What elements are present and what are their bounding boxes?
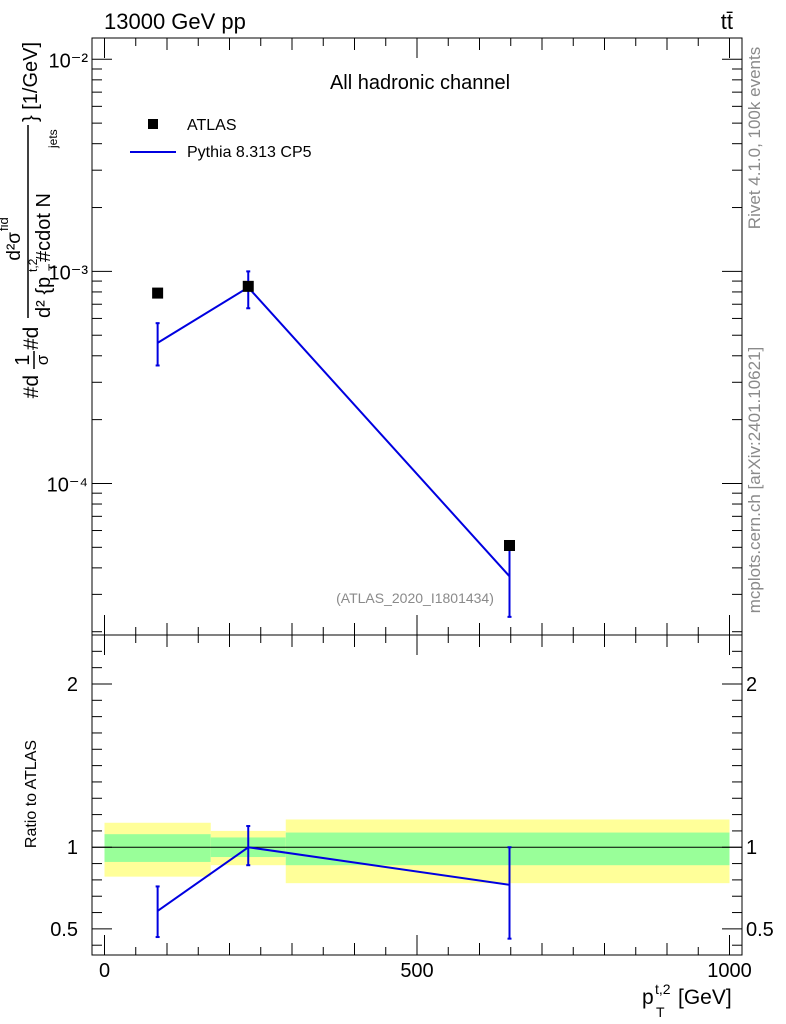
ratio-band-inner	[285, 832, 730, 866]
x-axis-label-p: p	[642, 986, 654, 1009]
process-label: tt̄	[721, 9, 733, 34]
ratio-panel: 0.5 0.5 1 1 2 2 0 500 1000	[50, 634, 774, 982]
x-axis-label-sup: t,2	[655, 981, 671, 997]
ratio-marks	[155, 825, 512, 940]
ylabel-inner-num-sup: fid	[0, 217, 11, 231]
atlas-data-point	[152, 287, 164, 299]
ratio-y-tick-label-left: 0.5	[50, 919, 78, 941]
legend-atlas-marker	[148, 119, 158, 129]
ratio-ticks	[92, 635, 742, 955]
rivet-version-label: Rivet 4.1.0, 100k events	[745, 47, 764, 229]
x-tick-label: 500	[400, 960, 433, 982]
analysis-tag: (ATLAS_2020_I1801434)	[336, 590, 494, 606]
ylabel-inner-den-rest: #cdot N	[33, 193, 55, 262]
ratio-bands	[92, 819, 742, 884]
x-axis-label: p T t,2 [GeV]	[642, 981, 732, 1020]
ratio-y-tick-label-right: 1	[746, 837, 757, 859]
main-y-tick-label: 10⁻²	[49, 50, 89, 72]
x-tick-label: 1000	[707, 960, 752, 982]
ylabel-inner-num: d²σ	[4, 232, 25, 261]
ylabel-hash-d: #d	[20, 327, 43, 350]
ratio-y-tick-label-right: 2	[746, 674, 757, 696]
atlas-data-point	[504, 539, 515, 551]
legend-atlas-label: ATLAS	[187, 117, 237, 134]
energy-label: 13000 GeV pp	[104, 9, 246, 34]
pythia-line	[157, 286, 511, 577]
ratio-band-inner	[104, 834, 211, 862]
ylabel-inner-den: d² {p	[33, 277, 55, 318]
atlas-data-point	[242, 280, 254, 292]
ratio-y-tick-label-left: 1	[67, 837, 78, 859]
main-tick-labels: 10⁻² 10⁻³ 10⁻⁴	[47, 50, 89, 496]
main-ticks	[92, 38, 742, 635]
ratio-y-axis-label: Ratio to ATLAS	[23, 740, 40, 848]
ratio-tick-labels: 0.5 0.5 1 1 2 2 0 500 1000	[50, 674, 774, 982]
ylabel-inner-den-sup: t,2	[26, 258, 40, 272]
legend-pythia-label: Pythia 8.313 CP5	[187, 144, 312, 161]
ratio-y-tick-label-left: 2	[67, 674, 78, 696]
ylabel-unit: } [1/GeV]	[20, 42, 42, 122]
chart-title: All hadronic channel	[330, 72, 510, 94]
x-tick-label: 0	[99, 960, 110, 982]
main-y-axis-label: #d 1 σ #d d²σ fid d² {p T t,2 #cdot N je…	[0, 42, 60, 398]
ylabel-inner-den-sub2: jets	[46, 129, 60, 149]
ylabel-prefix: #d	[20, 375, 43, 398]
ylabel-frac-top: 1	[12, 354, 34, 365]
ratio-frame	[91, 634, 743, 956]
main-y-tick-label: 10⁻⁴	[47, 474, 88, 496]
x-axis-label-sub: T	[656, 1004, 665, 1020]
ratio-y-tick-label-right: 0.5	[746, 919, 774, 941]
ylabel-frac-bottom: σ	[33, 354, 52, 365]
legend: ATLAS Pythia 8.313 CP5	[130, 117, 312, 161]
ylabel-inner-den-sub: T	[46, 263, 60, 271]
main-panel: All hadronic channel (ATLAS_2020_I180143…	[47, 37, 743, 636]
main-y-tick-label: 10⁻³	[49, 262, 89, 284]
main-marks	[152, 270, 515, 618]
x-axis-label-unit: [GeV]	[678, 986, 732, 1009]
mcplots-source-label: mcplots.cern.ch [arXiv:2401.10621]	[745, 347, 764, 613]
